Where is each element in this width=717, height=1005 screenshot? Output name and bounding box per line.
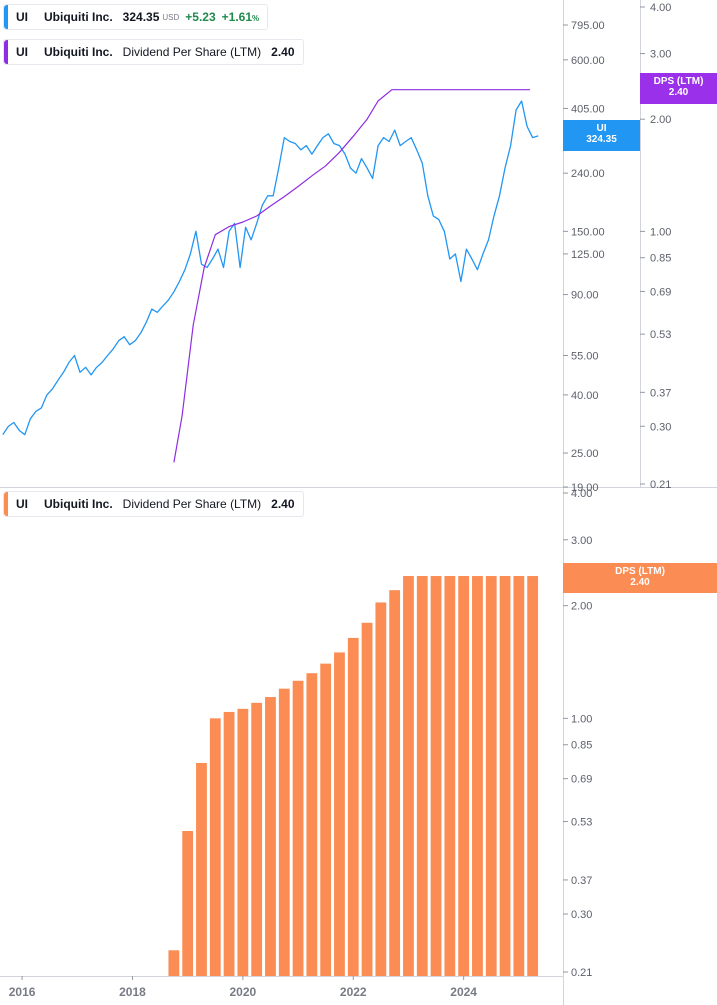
price-axis-label: 795.00 (571, 20, 605, 32)
legend-company-name: Ubiquiti Inc. (44, 497, 113, 511)
dps-axis-label: 2.00 (571, 601, 592, 613)
price-axis-label: 40.00 (571, 390, 599, 402)
dps-axis-label: 0.21 (571, 967, 592, 979)
dps-bar (444, 576, 456, 976)
dps-axis-label: 3.00 (571, 535, 592, 547)
price-tag-value: 324.35 (586, 134, 617, 145)
legend-dps-top: UI Ubiquiti Inc. Dividend Per Share (LTM… (3, 39, 304, 65)
dps-bar (499, 576, 511, 976)
dps-bar (223, 711, 235, 976)
dps-bar (416, 576, 428, 976)
dps-bar (265, 697, 276, 976)
dps-axis-label: 0.30 (650, 421, 671, 433)
dps-axis-label: 4.00 (650, 2, 671, 14)
legend-color-swatch (4, 40, 8, 64)
legend-company-name: Ubiquiti Inc. (44, 10, 113, 24)
dps-bar (375, 602, 387, 976)
dps-bar (513, 576, 525, 976)
dps-axis-label: 4.00 (571, 488, 592, 500)
legend-color-swatch (4, 5, 8, 29)
dps-tag-value: 2.40 (630, 577, 650, 588)
dps-axis-label: 0.69 (571, 774, 592, 786)
dps-bar (430, 576, 442, 976)
dps-bar (334, 652, 345, 976)
dps-line (173, 89, 530, 463)
legend-metric-value: 2.40 (271, 497, 295, 511)
dps-tag-label: DPS (LTM) (653, 76, 704, 87)
legend-ticker: UI (16, 10, 28, 24)
price-axis-label: 600.00 (571, 55, 605, 67)
time-axis-label: 2018 (119, 985, 146, 999)
dps-bar (278, 688, 290, 976)
dps-axis-label: 3.00 (650, 49, 671, 61)
dps-bar (320, 663, 332, 976)
dps-axis-label: 0.53 (650, 329, 671, 341)
dps-axis-label: 0.69 (650, 286, 671, 298)
price-axis-label: 25.00 (571, 448, 599, 460)
dps-bar (196, 762, 207, 976)
time-axis-label: 2016 (9, 985, 36, 999)
legend-metric-name: Dividend Per Share (LTM) (122, 497, 262, 511)
dps-tag-label: DPS (LTM) (615, 566, 665, 577)
dps-top-last-value-tag: DPS (LTM) 2.40 (640, 73, 717, 104)
legend-color-swatch (4, 492, 8, 516)
dps-bar (361, 622, 373, 976)
dps-axis-label: 1.00 (650, 226, 671, 238)
dps-axis-label: 0.85 (650, 253, 671, 265)
time-axis-label: 2024 (450, 985, 477, 999)
dps-axis-label: 0.21 (650, 479, 671, 491)
price-axis-label: 55.00 (571, 350, 599, 362)
legend-change-pct: +1.61% (221, 10, 260, 24)
dps-bar (182, 830, 194, 976)
dps-axis-label: 0.37 (571, 875, 592, 887)
dps-tag-value: 2.40 (668, 87, 689, 98)
dps-bar (485, 576, 497, 976)
price-axis-label: 90.00 (571, 290, 599, 302)
price-line (2, 100, 539, 436)
legend-ticker: UI (16, 45, 28, 59)
dps-bar (168, 950, 180, 976)
price-axis-label: 405.00 (571, 103, 605, 115)
price-last-value-tag: UI 324.35 (563, 120, 640, 151)
dps-bar (527, 576, 539, 976)
dps-axis-label: 0.37 (650, 387, 671, 399)
dps-axis-label: 2.00 (650, 114, 671, 126)
dps-bar (347, 637, 359, 976)
legend-metric-value: 2.40 (271, 45, 295, 59)
legend-price-value: 324.35 (122, 10, 160, 24)
legend-dps-bottom: UI Ubiquiti Inc. Dividend Per Share (LTM… (3, 491, 304, 517)
legend-change: +5.23 (185, 10, 216, 24)
legend-company-name: Ubiquiti Inc. (44, 45, 113, 59)
dps-bar (389, 590, 401, 976)
dps-bar (237, 708, 249, 976)
time-axis-label: 2022 (340, 985, 367, 999)
price-axis-label: 19.00 (571, 482, 599, 494)
legend-ticker: UI (16, 497, 28, 511)
dps-bar (472, 576, 483, 976)
legend-metric-name: Dividend Per Share (LTM) (122, 45, 262, 59)
price-axis-label: 150.00 (571, 226, 605, 238)
price-axis-label: 240.00 (571, 168, 605, 180)
dps-bar (292, 680, 304, 976)
time-axis-label: 2020 (230, 985, 257, 999)
dps-bar (251, 702, 263, 976)
dps-axis-label: 0.85 (571, 740, 592, 752)
dps-bar (209, 718, 221, 976)
dps-bar (403, 576, 414, 976)
dps-axis-label: 0.30 (571, 909, 592, 921)
price-axis-label: 125.00 (571, 249, 605, 261)
dps-bar (458, 576, 470, 976)
legend-price: UI Ubiquiti Inc. 324.35 USD +5.23 +1.61% (3, 4, 269, 30)
dps-bottom-last-value-tag: DPS (LTM) 2.40 (563, 563, 717, 593)
dps-axis-label: 0.53 (571, 817, 592, 829)
legend-currency: USD (162, 12, 180, 22)
price-tag-ticker: UI (596, 123, 607, 134)
dps-axis-label: 1.00 (571, 713, 592, 725)
dps-bar (306, 673, 318, 976)
